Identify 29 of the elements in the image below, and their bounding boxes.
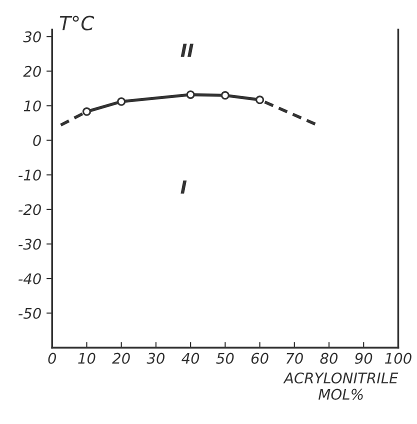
- y-tick-label: 10: [24, 100, 41, 112]
- x-tick-label: 50: [216, 352, 234, 364]
- y-axis-title: T°C: [60, 16, 94, 30]
- x-tick-label: 100: [385, 352, 412, 364]
- y-tick-label: -10: [18, 170, 41, 181]
- x-axis-title: ACRYLONITRILE MOL%: [283, 372, 398, 400]
- point: [117, 97, 126, 106]
- point: [255, 96, 264, 104]
- point: [82, 107, 92, 116]
- y-tick-label: -30: [18, 238, 41, 250]
- y-tick-label: -40: [18, 273, 41, 284]
- x-tick-label: 70: [286, 352, 303, 364]
- x-tick-label: 30: [146, 352, 165, 364]
- annotation: II: [180, 44, 194, 57]
- point: [220, 91, 230, 100]
- x-tick-label: 0: [48, 352, 56, 364]
- point: [186, 90, 195, 99]
- annotation: I: [180, 180, 187, 194]
- x-tick-label: 90: [354, 352, 372, 364]
- x-tick-label: 80: [320, 352, 338, 364]
- y-tick-label: -50: [18, 308, 41, 319]
- x-tick-label: 10: [78, 352, 96, 364]
- x-tick-label: 40: [182, 352, 200, 364]
- y-tick-label: 0: [33, 135, 41, 146]
- x-tick-label: 20: [112, 352, 130, 364]
- y-tick-label: 20: [23, 66, 41, 77]
- x-tick-label: 60: [251, 352, 268, 364]
- y-tick-label: 30: [23, 31, 41, 42]
- y-tick-label: -20: [18, 204, 41, 216]
